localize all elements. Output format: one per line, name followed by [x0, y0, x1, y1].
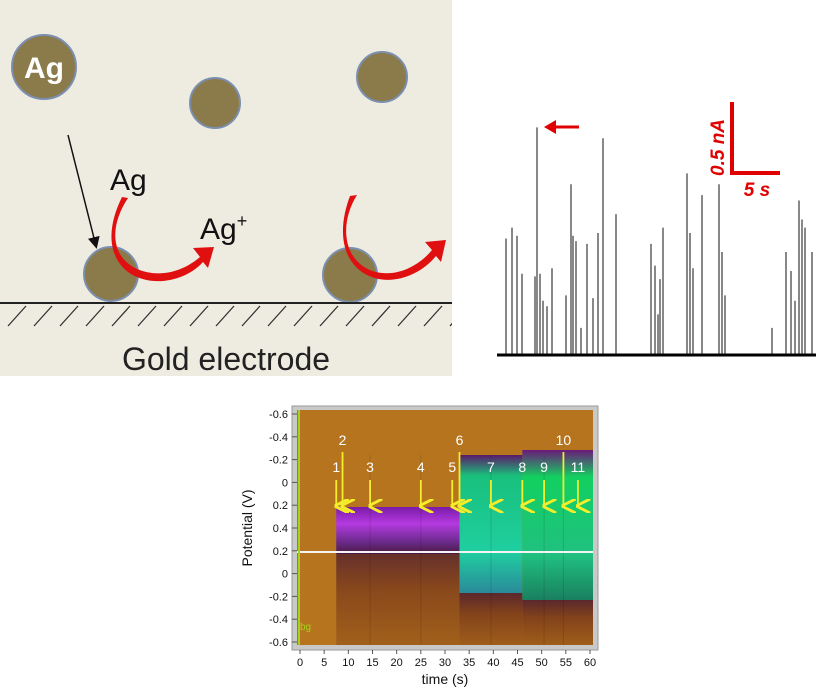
- lower-shadow-band: [522, 600, 593, 645]
- hatch-line: [371, 305, 391, 327]
- x-tick-label: 10: [342, 657, 354, 669]
- x-tick-label: 15: [366, 657, 378, 669]
- x-tick-label: 5: [321, 657, 327, 669]
- hatch-line: [163, 305, 183, 327]
- hatch-line: [111, 305, 131, 327]
- electrode-hatching: [7, 305, 452, 327]
- green-band: [459, 455, 523, 593]
- heatmap-bands: [336, 450, 593, 645]
- labeled-particle: [11, 34, 77, 100]
- oxidation-arrow: [111, 197, 214, 282]
- oxidation-arrow: [342, 195, 446, 280]
- x-tick-label: 35: [463, 657, 475, 669]
- y-tick-label: 0.2: [273, 500, 288, 512]
- x-tick-label: 20: [391, 657, 403, 669]
- hatch-line: [449, 322, 452, 327]
- hatch-line: [59, 305, 79, 327]
- lower-shadow-band: [336, 554, 460, 645]
- y-tick-label: -0.6: [269, 637, 288, 649]
- event-label: 9: [540, 459, 548, 475]
- approach-arrow: [67, 134, 100, 249]
- y-tick-label: 0: [282, 569, 288, 581]
- adsorbed-particle: [83, 246, 139, 302]
- magenta-band: [336, 507, 460, 554]
- x-tick-label: 30: [439, 657, 451, 669]
- current-trace-plot: 0.5 nA 5 s: [497, 102, 816, 357]
- event-label: 6: [456, 432, 464, 448]
- event-markers: 1 2 3 4 56 7 8 9 10 11: [332, 432, 585, 506]
- x-tick-label: 45: [511, 657, 523, 669]
- y-tick-label: -0.4: [269, 614, 288, 626]
- hatch-line: [137, 305, 157, 327]
- hatch-line: [7, 305, 27, 327]
- y-tick-label: -0.2: [269, 455, 288, 467]
- scale-time-label: 5 s: [744, 180, 770, 201]
- lower-shadow-band: [459, 593, 523, 645]
- event-label: 7: [487, 459, 495, 475]
- particle: [356, 51, 408, 103]
- green-band: [522, 450, 593, 600]
- y-axis-label: Potential (V): [239, 489, 255, 566]
- hatch-line: [345, 305, 365, 327]
- y-tick-label: -0.2: [269, 591, 288, 603]
- current-spikes: [505, 127, 813, 355]
- hatch-line: [397, 305, 417, 327]
- schematic-panel: Ag Ag Ag+ Gold electrode: [0, 0, 452, 376]
- electrode-label: Gold electrode: [122, 341, 330, 376]
- y-axis-ticks: -0.6 -0.4 -0.2 0 0.2 0.4 0.2 0 -0.2 -0.4 -0.6: [269, 409, 297, 649]
- scale-current-label: 0.5 nA: [708, 119, 729, 176]
- hatch-line: [293, 305, 313, 327]
- schematic-drawing: Ag Ag Ag+ Gold electrode: [0, 34, 452, 376]
- y-tick-label: 0: [282, 477, 288, 489]
- event-label: 4: [417, 459, 425, 475]
- current-trace-panel: 0.5 nA 5 s: [490, 90, 819, 370]
- x-tick-label: 55: [560, 657, 572, 669]
- event-label: 11: [571, 459, 586, 475]
- event-label: 1: [332, 459, 340, 475]
- hatch-line: [189, 305, 209, 327]
- reactant-label: Ag: [110, 164, 147, 197]
- hatch-line: [267, 305, 287, 327]
- particle-label: Ag: [24, 52, 64, 85]
- potential-heatmap-panel: bg 1 2 3 4 5 6 7 8 9 10 11 -0.6 -0.4 -0.2 0 0.2 0.4 0.2 0…: [236, 404, 606, 693]
- highlight-arrowhead: [544, 120, 556, 134]
- x-axis-label: time (s): [422, 671, 469, 687]
- event-label: 3: [366, 459, 374, 475]
- x-tick-label: 0: [297, 657, 303, 669]
- x-tick-label: 60: [584, 657, 596, 669]
- x-axis-ticks: 0 5 10 15 20 25 30 35 40 45 50 55 60: [297, 650, 596, 669]
- hatch-line: [319, 305, 339, 327]
- hatch-line: [85, 305, 105, 327]
- product-label: Ag+: [200, 211, 247, 246]
- y-tick-label: -0.6: [269, 409, 288, 421]
- x-tick-label: 40: [487, 657, 499, 669]
- event-label: 8: [518, 459, 526, 475]
- hatch-line: [215, 305, 235, 327]
- event-label: 10: [556, 432, 572, 448]
- event-label: 5: [448, 459, 456, 475]
- y-tick-label: 0.2: [273, 546, 288, 558]
- hatch-line: [241, 305, 261, 327]
- particle: [189, 77, 241, 129]
- hatch-line: [423, 305, 443, 327]
- hatch-line: [33, 305, 53, 327]
- y-tick-label: 0.4: [273, 523, 288, 535]
- x-tick-label: 25: [415, 657, 427, 669]
- event-label: 2: [339, 432, 347, 448]
- corner-label: bg: [300, 622, 311, 633]
- y-tick-label: -0.4: [269, 432, 288, 444]
- x-tick-label: 50: [536, 657, 548, 669]
